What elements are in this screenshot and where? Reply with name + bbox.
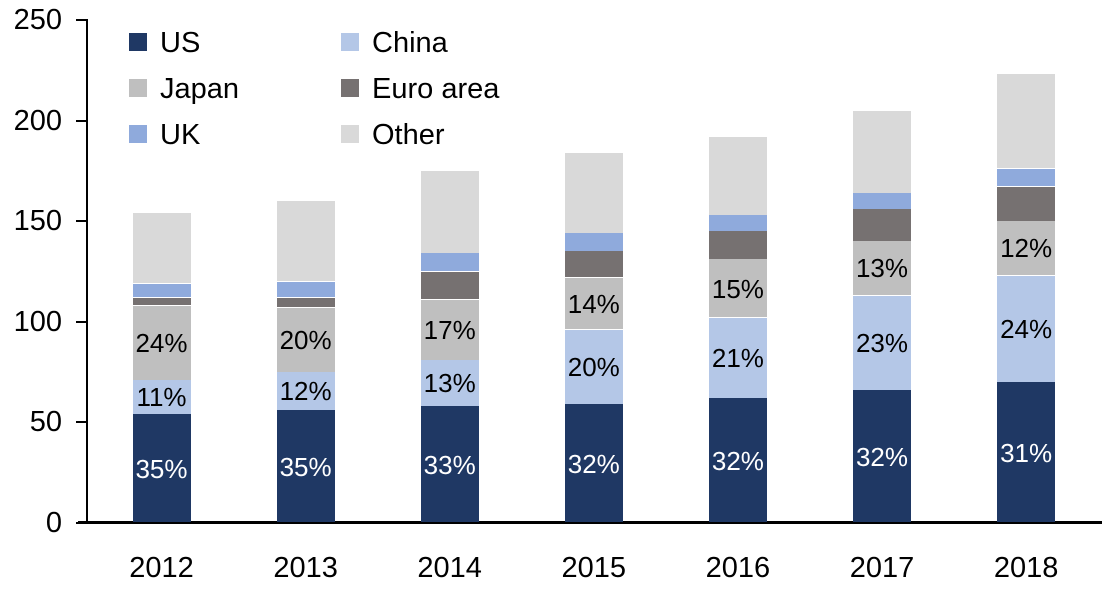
bar-segment-japan-2015 [564,277,623,330]
bar-segment-other-2014 [420,170,479,253]
bar-segment-us-2017 [853,390,911,523]
y-axis-tick [76,220,88,223]
x-axis-label-2012: 2012 [129,552,194,584]
legend-label-uk: UK [160,119,201,151]
bar-segment-china-2018 [997,275,1056,382]
bar-segment-other-2013 [276,201,335,282]
legend-swatch-other [341,125,359,143]
x-axis-line [78,521,1102,524]
bar-segment-japan-2013 [276,307,335,372]
bar-segment-uk-2017 [853,193,911,209]
bar-segment-euro-area-2014 [420,271,479,300]
x-axis-label-2014: 2014 [417,552,482,584]
y-axis-tick [76,522,88,524]
y-axis-tick-label: 200 [13,104,62,137]
bar-segment-other-2015 [564,152,623,233]
bar-segment-china-2017 [853,295,911,390]
y-axis-tick [76,421,88,424]
y-axis-tick-label: 50 [29,406,62,439]
y-axis-tick [76,119,88,122]
bar-segment-uk-2013 [276,281,335,298]
x-axis-label-2018: 2018 [993,552,1059,584]
bar-segment-japan-2016 [708,259,767,318]
bar-segment-uk-2012 [132,283,191,298]
y-axis-tick-label: 100 [13,305,62,338]
y-axis-tick [76,19,88,21]
legend-swatch-euro-area [341,79,359,97]
bar-segment-euro-area-2012 [132,297,191,306]
legend-label-euro-area: Euro area [372,73,500,105]
x-axis-label-2016: 2016 [705,552,771,584]
bar-segment-uk-2015 [564,233,623,251]
bar-segment-other-2018 [997,74,1056,169]
y-axis-tick [76,320,88,323]
legend-label-us: US [160,27,201,59]
bar-segment-china-2016 [708,317,767,398]
bar-segment-us-2016 [708,398,767,523]
bar-segment-china-2014 [420,360,479,406]
bar-segment-us-2014 [420,406,479,523]
y-axis-tick-label: 0 [45,507,62,539]
y-axis-tick-label: 250 [13,4,62,36]
bar-segment-euro-area-2016 [708,231,767,259]
legend-label-other: Other [372,119,445,151]
x-axis-label-2013: 2013 [273,552,338,584]
bar-segment-uk-2018 [997,168,1056,187]
bar-segment-euro-area-2018 [997,186,1056,221]
bar-segment-euro-area-2017 [853,209,911,241]
bar-segment-japan-2017 [853,241,911,296]
bar-segment-euro-area-2015 [564,251,623,278]
legend-label-japan: Japan [160,73,240,105]
bar-segment-us-2012 [132,414,191,523]
bar-segment-us-2018 [997,382,1056,523]
legend-label-china: China [372,27,448,59]
bar-segment-uk-2016 [708,215,767,231]
legend-swatch-china [341,33,359,51]
bar-segment-japan-2018 [997,221,1056,275]
bar-segment-other-2012 [132,213,191,284]
bar-segment-china-2012 [132,380,191,414]
legend-swatch-japan [129,79,147,97]
legend-swatch-us [129,33,147,51]
bar-segment-other-2016 [708,136,767,215]
legend-swatch-uk [129,125,147,143]
bar-segment-us-2013 [276,410,335,523]
bar-segment-euro-area-2013 [276,297,335,308]
bar-segment-us-2015 [564,404,623,523]
bar-segment-china-2013 [276,372,335,410]
bar-segment-japan-2012 [132,305,191,380]
x-axis-label-2015: 2015 [561,552,627,584]
bar-segment-uk-2014 [420,253,479,271]
y-axis-line [86,19,88,523]
x-axis-label-2017: 2017 [849,552,915,584]
bar-segment-other-2017 [853,110,911,193]
bar-segment-japan-2014 [420,299,479,360]
y-axis-tick-label: 150 [13,205,62,238]
bar-segment-china-2015 [564,329,623,404]
